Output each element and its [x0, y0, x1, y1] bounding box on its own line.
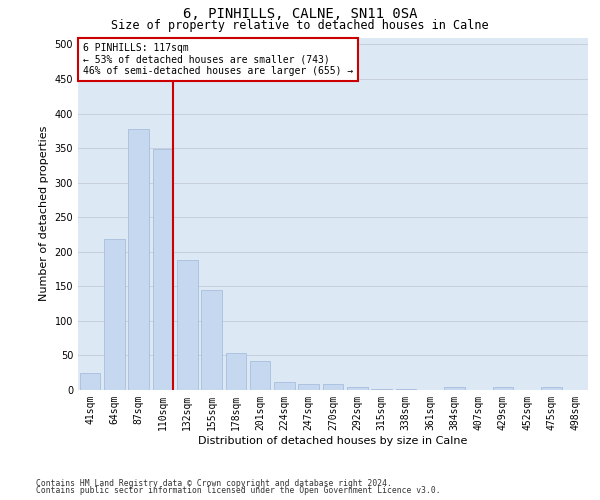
Bar: [152, 150, 173, 390]
Bar: [298, 384, 319, 390]
Bar: [541, 386, 562, 390]
Y-axis label: Number of detached properties: Number of detached properties: [39, 126, 49, 302]
Bar: [80, 372, 100, 390]
Text: Contains HM Land Registry data © Crown copyright and database right 2024.: Contains HM Land Registry data © Crown c…: [36, 478, 392, 488]
Text: 6, PINHILLS, CALNE, SN11 0SA: 6, PINHILLS, CALNE, SN11 0SA: [183, 8, 417, 22]
Bar: [274, 382, 295, 390]
Bar: [444, 387, 465, 390]
Bar: [104, 240, 125, 390]
X-axis label: Distribution of detached houses by size in Calne: Distribution of detached houses by size …: [199, 436, 467, 446]
Text: 6 PINHILLS: 117sqm
← 53% of detached houses are smaller (743)
46% of semi-detach: 6 PINHILLS: 117sqm ← 53% of detached hou…: [83, 43, 353, 76]
Bar: [323, 384, 343, 390]
Bar: [128, 128, 149, 390]
Text: Contains public sector information licensed under the Open Government Licence v3: Contains public sector information licen…: [36, 486, 440, 495]
Bar: [226, 354, 246, 390]
Bar: [493, 386, 514, 390]
Bar: [177, 260, 197, 390]
Bar: [347, 386, 368, 390]
Bar: [250, 361, 271, 390]
Bar: [371, 388, 392, 390]
Bar: [201, 290, 222, 390]
Text: Size of property relative to detached houses in Calne: Size of property relative to detached ho…: [111, 19, 489, 32]
